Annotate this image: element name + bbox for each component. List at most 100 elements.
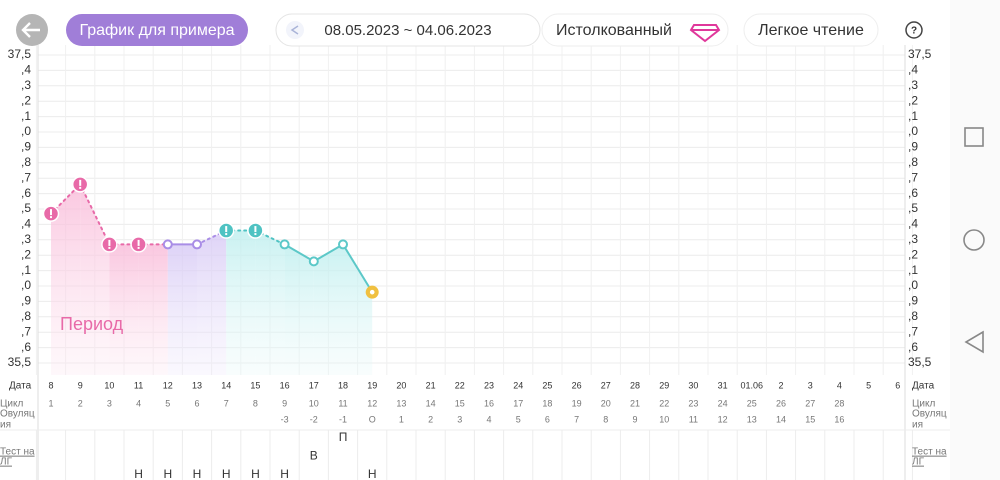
line-segment <box>79 183 111 246</box>
dates-cell: 15 <box>250 380 260 390</box>
ovulation-cell: 14 <box>776 414 786 424</box>
alert-glyph <box>225 226 228 233</box>
alert-glyph <box>225 233 228 236</box>
ovulation-cell: 4 <box>486 414 491 424</box>
ovulation-cell: 5 <box>516 414 521 424</box>
dates-cell: 4 <box>837 380 842 390</box>
reading-button[interactable] <box>743 13 879 47</box>
ovulation-cell: -1 <box>339 414 347 424</box>
dates-label-right: Дата <box>912 381 935 392</box>
alert-glyph <box>137 239 140 246</box>
alert-glyph <box>50 209 52 216</box>
ovulation-label: Овуляц <box>0 409 35 420</box>
dates-cell: 01.06 <box>741 380 764 390</box>
y-tick-label: 35,5 <box>8 355 32 369</box>
alert-glyph <box>79 186 82 189</box>
dates-cell: 27 <box>601 380 611 390</box>
gem-icon <box>689 24 721 43</box>
y-tick-label: ,1 <box>21 263 31 277</box>
y-tick-label: ,7 <box>21 170 31 184</box>
point <box>279 239 290 250</box>
dates-cell: 9 <box>78 380 83 390</box>
cycle-cell: 20 <box>601 398 611 408</box>
period-annotation: Период <box>60 314 124 334</box>
alert-glyph <box>50 216 52 219</box>
dates-cell: 28 <box>630 380 640 390</box>
lh-cell: Н <box>134 467 143 480</box>
y-tick-label-right: ,4 <box>908 217 918 231</box>
cycle-cell: 21 <box>630 398 640 408</box>
ovulation-cell: -3 <box>281 414 289 424</box>
area <box>343 244 373 375</box>
cycle-cell: 7 <box>224 398 229 408</box>
line-segment <box>283 243 315 263</box>
ovulation-cell: 15 <box>805 414 815 424</box>
point <box>308 256 319 267</box>
ovulation-cell: 2 <box>428 414 433 424</box>
lh-cell: Н <box>251 467 260 480</box>
ovulation-cell: 13 <box>747 414 757 424</box>
dates-cell: 10 <box>104 380 114 390</box>
ovulation-cell: 16 <box>834 414 844 424</box>
cycle-cell: 16 <box>484 398 494 408</box>
alert-glyph <box>79 179 82 186</box>
lh-cell: Н <box>163 467 172 480</box>
sample-button[interactable] <box>66 14 248 46</box>
y-tick-label-right: ,8 <box>908 155 918 169</box>
ovulation-cell: 10 <box>659 414 669 424</box>
alert-glyph <box>108 246 111 249</box>
dates-label: Дата <box>9 381 32 392</box>
area <box>80 184 110 375</box>
cycle-cell: 9 <box>282 398 287 408</box>
area <box>226 230 256 375</box>
ovulation-cell: О <box>369 414 376 424</box>
y-tick-label: ,2 <box>21 247 31 261</box>
ovulation-cell: 3 <box>457 414 462 424</box>
cycle-cell: 25 <box>747 398 757 408</box>
ovulation-cell: 7 <box>574 414 579 424</box>
reading-label: Легкое чтение <box>758 22 864 39</box>
back-nav-button[interactable] <box>964 330 984 354</box>
cycle-cell: 10 <box>309 398 319 408</box>
dates-cell: 8 <box>48 380 53 390</box>
mode-button[interactable] <box>541 13 729 47</box>
date-range: 08.05.2023 ~ 04.06.2023 <box>324 22 491 39</box>
y-tick-label: ,7 <box>21 324 31 338</box>
y-tick-label: ,3 <box>21 78 31 92</box>
y-tick-label: ,9 <box>21 294 31 308</box>
dates-cell: 25 <box>542 380 552 390</box>
back-arrow <box>21 22 40 38</box>
date-range-picker[interactable] <box>275 13 541 47</box>
dates-cell: 12 <box>163 380 173 390</box>
area <box>313 244 343 375</box>
lh-cell: Н <box>193 467 202 480</box>
ovulation-cell: 12 <box>718 414 728 424</box>
cycle-cell: 19 <box>572 398 582 408</box>
dates-cell: 2 <box>778 380 783 390</box>
cycle-cell: 15 <box>455 398 465 408</box>
y-tick-label: ,3 <box>21 232 31 246</box>
date-icon <box>290 25 299 35</box>
recent-apps-button[interactable] <box>964 127 984 147</box>
y-tick-label: ,6 <box>21 186 31 200</box>
y-tick-label-right: ,6 <box>908 340 918 354</box>
cycle-cell: 12 <box>367 398 377 408</box>
home-button[interactable] <box>963 229 985 251</box>
dates-cell: 19 <box>367 380 377 390</box>
y-tick-label-right: ,3 <box>908 78 918 92</box>
nav-bar <box>950 0 1000 480</box>
cycle-cell: 17 <box>513 398 523 408</box>
alert-glyph <box>254 233 257 236</box>
alert-glyph <box>254 226 257 233</box>
dates-cell: 11 <box>134 380 143 390</box>
help-button[interactable] <box>905 21 923 39</box>
y-tick-label: ,4 <box>21 63 31 77</box>
dates-cell: 17 <box>309 380 319 390</box>
cycle-cell: 11 <box>338 398 347 408</box>
lh-label: ЛГ <box>0 457 13 468</box>
dates-cell: 22 <box>455 380 465 390</box>
y-tick-label-right: ,8 <box>908 309 918 323</box>
y-tick-label-right: 35,5 <box>908 355 932 369</box>
y-tick-label: ,1 <box>21 109 31 123</box>
cycle-cell: 6 <box>194 398 199 408</box>
